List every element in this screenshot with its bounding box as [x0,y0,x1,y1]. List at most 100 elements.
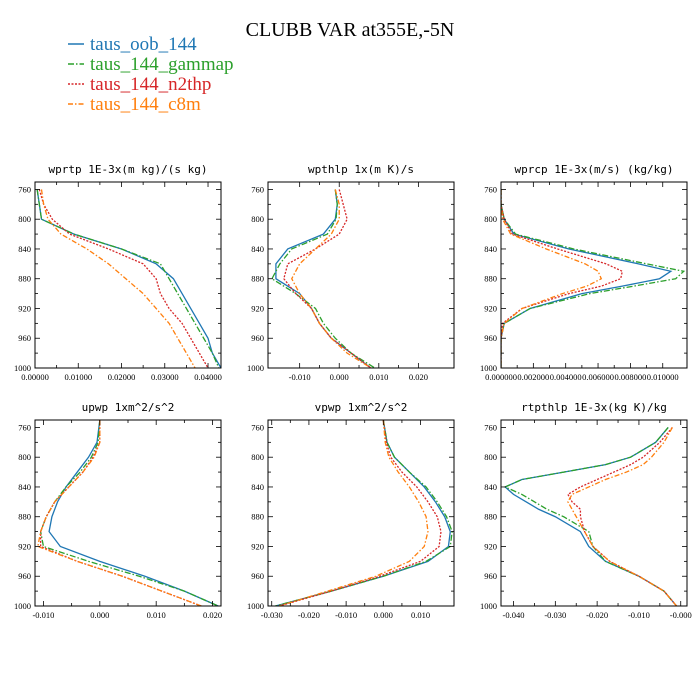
x-tick-label: 0.000 [330,372,349,382]
y-tick-label: 800 [484,452,497,462]
panels: wprtp 1E-3x(m kg)/(s kg) 760 800 840 880 920 9… [14,163,692,620]
x-tick-label: 0.010 [369,372,388,382]
chart-panel: wprtp 1E-3x(m kg)/(s kg) 760 800 840 880 920 9… [14,163,222,382]
panel-title: vpwp 1xm^2/s^2 [315,401,408,414]
series-line [275,420,453,606]
y-tick-label: 840 [251,244,264,254]
x-tick-label: 0.000 [374,610,393,620]
y-tick-label: 1000 [14,363,31,373]
y-tick-label: 880 [484,274,497,284]
plot-frame [267,181,455,369]
series-line [503,427,678,606]
series-line [48,420,219,606]
x-tick-label: 0.03000 [151,372,179,382]
y-tick-label: 880 [251,512,264,522]
x-tick-label: 0.02000 [108,372,136,382]
x-tick-label: -0.040 [503,610,525,620]
y-tick-label: 960 [251,333,264,343]
x-tick-label: 0.04000 [194,372,222,382]
panel-title: wprtp 1E-3x(m kg)/(s kg) [49,163,208,176]
series-line [275,189,372,368]
x-tick-label: 0.020 [409,372,428,382]
x-tick-label: 0.00000 [21,372,49,382]
series-line [40,189,196,368]
series-line [501,189,603,368]
y-tick-label: 1000 [480,601,497,611]
y-tick-label: 920 [18,303,31,313]
y-tick-label: 1000 [247,363,264,373]
y-tick-label: 840 [484,482,497,492]
y-tick-label: 920 [484,541,497,551]
panel-title: upwp 1xm^2/s^2 [82,401,175,414]
series-line [36,189,220,368]
y-tick-label: 800 [18,452,31,462]
y-tick-label: 760 [251,184,264,194]
y-tick-label: 880 [484,512,497,522]
x-tick-label: 0.010000 [647,372,679,382]
y-tick-label: 960 [251,571,264,581]
x-tick-label: -0.030 [261,610,283,620]
series-line [275,420,451,606]
figure-title: CLUBB VAR at355E,-5N [246,19,455,41]
y-tick-label: 920 [18,541,31,551]
legend-label: taus_oob_144 [90,34,197,55]
x-tick-label: 0.000000 [485,372,517,382]
panel-title: wprcp 1E-3x(m/s) (kg/kg) [515,163,674,176]
y-tick-label: 920 [251,541,264,551]
x-tick-label: 0.004000 [550,372,582,382]
series-line [283,189,372,368]
y-tick-label: 800 [18,214,31,224]
series-line [501,189,686,368]
x-tick-label: 0.000 [90,610,109,620]
series-line [36,189,221,368]
y-tick-label: 960 [18,571,31,581]
series-line [501,189,673,368]
x-tick-label: -0.010 [289,372,311,382]
y-tick-label: 880 [251,274,264,284]
series-line [38,189,209,368]
x-tick-label: 0.006000 [582,372,614,382]
y-tick-label: 840 [251,482,264,492]
chart-panel: vpwp 1xm^2/s^27608008408809209601000-0.0… [247,401,455,620]
series-line [291,189,372,368]
x-tick-label: 0.008000 [614,372,646,382]
chart-panel: upwp 1xm^2/s^2 760 800 840 880 920 960 1000-0.0… [14,401,222,620]
y-tick-label: 840 [18,244,31,254]
y-tick-label: 760 [484,422,497,432]
y-tick-label: 960 [484,571,497,581]
y-tick-label: 960 [18,333,31,343]
y-tick-label: 920 [251,303,264,313]
series-line [39,420,202,606]
y-tick-label: 760 [251,422,264,432]
series-line [567,427,678,606]
plot-frame [267,419,455,607]
chart-panel: wprcp 1E-3x(m/s) (kg/kg) 760 800 840 880 920 9… [480,163,688,382]
y-tick-label: 960 [484,333,497,343]
y-tick-label: 800 [251,214,264,224]
series-line [503,427,678,606]
y-tick-label: 760 [484,184,497,194]
x-tick-label: -0.010 [628,610,650,620]
panel-title: rtpthlp 1E-3x(kg K)/kg [521,401,667,414]
x-tick-label: 0.020 [203,610,222,620]
y-tick-label: 800 [484,214,497,224]
legend: taus_oob_144taus_144_gammaptaus_144_n2th… [68,34,234,115]
x-tick-label: -0.020 [298,610,320,620]
series-line [501,189,624,368]
series-line [278,420,429,606]
chart-panel: wpthlp 1x(m K)/s 760 800 840 880 920 960 1000 -0… [247,163,455,382]
y-tick-label: 840 [18,482,31,492]
y-tick-label: 800 [251,452,264,462]
plot-frame [500,419,688,607]
x-tick-label: -0.000 [670,610,692,620]
y-tick-label: 840 [484,244,497,254]
y-tick-label: 880 [18,274,31,284]
y-tick-label: 1000 [247,601,264,611]
series-line [278,420,442,606]
legend-label: taus_144_c8m [90,94,201,115]
x-tick-label: 0.002000 [517,372,549,382]
y-tick-label: 760 [18,184,31,194]
legend-label: taus_144_n2thp [90,74,211,95]
x-tick-label: -0.030 [544,610,566,620]
